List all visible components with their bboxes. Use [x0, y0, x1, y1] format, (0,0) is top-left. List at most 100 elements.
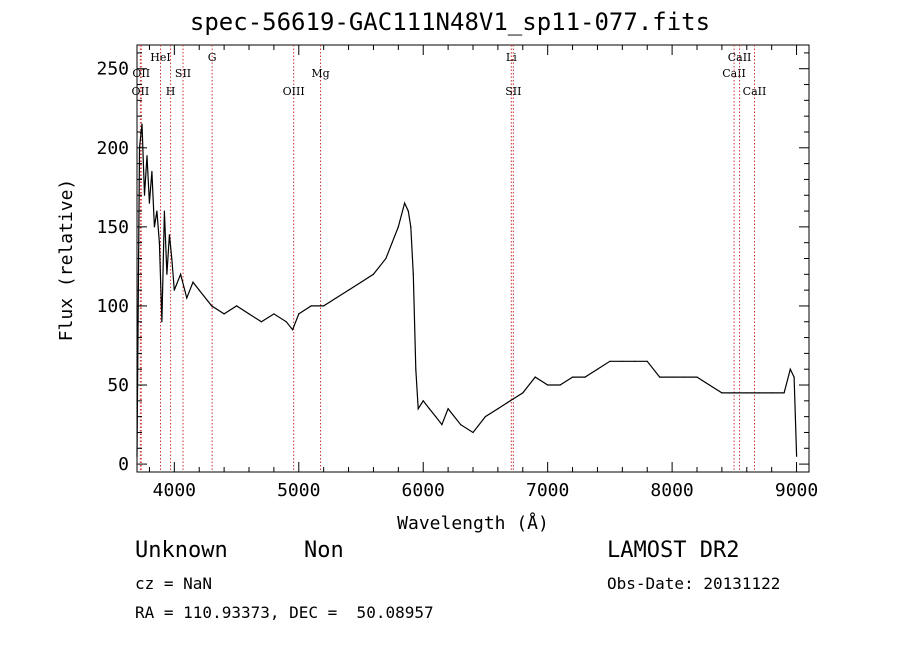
spectrum-point: [721, 392, 723, 394]
spectrum-point: [192, 281, 194, 283]
spectrum-point: [572, 376, 574, 378]
spectrum-point: [136, 455, 138, 457]
spectrum-point: [143, 194, 146, 196]
x-tick-label: 5000: [277, 480, 320, 501]
spectrum-point: [148, 202, 150, 204]
spectrum-point: [460, 424, 462, 426]
spectrum-point: [422, 400, 424, 402]
spectrum-point: [186, 297, 188, 299]
spectrum-point: [417, 408, 419, 410]
spectrum-point: [428, 408, 430, 410]
spectrum-point: [372, 273, 374, 275]
spectrum-point: [166, 273, 168, 275]
x-tick-label: 8000: [650, 480, 693, 501]
object-class: Unknown: [135, 538, 228, 563]
spectrum-point: [168, 234, 170, 236]
spectrum-point: [621, 360, 623, 362]
spectrum-point: [441, 424, 443, 426]
x-tick-label: 7000: [526, 480, 569, 501]
line-marker-label: HeI: [150, 51, 170, 64]
y-tick-label: 250: [96, 59, 129, 80]
obs-date: Obs-Date: 20131122: [607, 574, 781, 593]
x-axis: 4000 5000 6000 7000 8000 9000: [148, 45, 818, 501]
x-axis-label: Wavelength (Å): [397, 512, 549, 534]
spectrum-point: [509, 400, 511, 402]
spectrum-point: [793, 376, 795, 378]
spectrum-point: [223, 313, 225, 315]
spectrum-point: [796, 455, 798, 457]
spectrum-point: [397, 226, 399, 228]
line-marker-label: OII: [132, 67, 150, 80]
line-marker-label: CaII: [728, 51, 752, 64]
spectrum-point: [158, 242, 160, 244]
spectrum-point: [260, 321, 262, 323]
spectrum-point: [161, 321, 163, 323]
spectrum-point: [391, 242, 393, 244]
spectrum-line: [136, 124, 798, 457]
spectrum-point: [758, 392, 760, 394]
spectrum-point: [248, 313, 250, 315]
y-tick-label: 100: [96, 296, 129, 317]
spectrum-point: [412, 273, 414, 275]
spectrum-point: [609, 360, 611, 362]
spectrum-point: [415, 368, 417, 370]
spectrum-point: [323, 305, 325, 307]
survey-name: LAMOST DR2: [607, 538, 740, 563]
spectrum-point: [404, 202, 406, 204]
spectrum-point: [733, 392, 735, 394]
spectrum-point: [348, 289, 350, 291]
y-axis-label: Flux (relative): [56, 179, 77, 342]
line-marker-label: H: [166, 85, 176, 98]
line-marker-label: SII: [175, 67, 191, 80]
spectrum-point: [534, 376, 536, 378]
line-marker-label: OIII: [283, 85, 305, 98]
line-marker-label: OII: [132, 85, 150, 98]
x-tick-label: 4000: [153, 480, 196, 501]
chart-title: spec-56619-GAC111N48V1_sp11-077.fits: [189, 8, 711, 36]
spectrum-point: [410, 226, 412, 228]
spectrum-point: [407, 210, 409, 212]
spectrum-point: [671, 376, 673, 378]
spectrum-point: [211, 305, 213, 307]
spectrum-point: [783, 392, 785, 394]
spectrum-point: [447, 408, 449, 410]
y-tick-label: 200: [96, 138, 129, 159]
spectrum-point: [298, 313, 300, 315]
line-marker-label: CaII: [743, 85, 767, 98]
spectrum-point: [559, 384, 561, 386]
spectrum-point: [596, 368, 599, 370]
object-subclass: Non: [304, 538, 344, 563]
line-marker-label: Li: [506, 51, 517, 64]
spectrum-point: [141, 123, 143, 125]
spectrum-point: [163, 210, 165, 212]
spectrum-point: [497, 408, 499, 410]
line-marker-label: CaII: [722, 67, 746, 80]
spectrum-point: [198, 289, 200, 291]
spectrum-point: [684, 376, 686, 378]
spectrum-point: [789, 368, 791, 370]
spectrum-point: [547, 384, 549, 386]
spectrum-point: [292, 329, 294, 331]
spectrum-point: [180, 273, 182, 275]
spectrum-point: [435, 416, 437, 418]
spectrum-point: [156, 210, 158, 212]
y-axis: 0 50 100 150 200 250: [96, 52, 809, 475]
spectrum-point: [646, 360, 648, 362]
spectrum-point: [696, 376, 698, 378]
spectrum-point: [173, 289, 175, 291]
spectrum-point: [273, 313, 275, 315]
ra-dec: RA = 110.93373, DEC = 50.08957: [135, 603, 434, 622]
redshift-cz: cz = NaN: [135, 574, 213, 593]
spectrum-point: [584, 376, 586, 378]
x-tick-label: 9000: [775, 480, 818, 501]
line-marker-label: SII: [505, 85, 521, 98]
spectrum-point: [310, 305, 312, 307]
y-tick-label: 50: [107, 375, 129, 396]
spectrum-point: [335, 297, 337, 299]
spectrum-point: [146, 155, 148, 157]
spectrum-point: [659, 376, 661, 378]
spectrum-point: [236, 305, 238, 307]
y-tick-label: 0: [118, 454, 129, 475]
